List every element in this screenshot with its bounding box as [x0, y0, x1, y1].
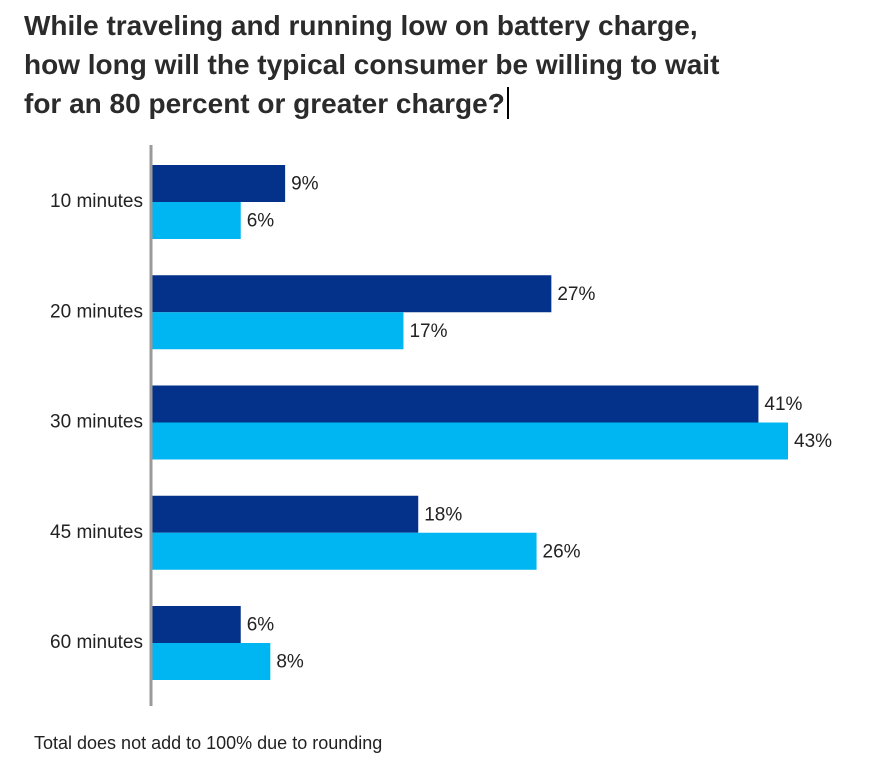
bar: [152, 495, 419, 533]
data-label: 26%: [543, 541, 581, 562]
data-label: 41%: [764, 394, 802, 415]
chart-title: While traveling and running low on batte…: [24, 6, 874, 123]
data-label: 43%: [794, 431, 832, 452]
bar: [152, 422, 788, 460]
bar-group: [152, 165, 788, 680]
bar: [152, 606, 241, 643]
category-label: 45 minutes: [50, 522, 143, 543]
chart-title-line-2: how long will the typical consumer be wi…: [24, 49, 720, 80]
bar: [152, 312, 404, 350]
footnote: Total does not add to 100% due to roundi…: [34, 733, 383, 753]
label-group: 10 minutes 9% 6% 20 minutes 27% 17% 30 minutes…: [50, 174, 832, 673]
data-label: 17%: [409, 321, 447, 342]
bar: [152, 385, 759, 423]
chart-title-line-3: for an 80 percent or greater charge?: [24, 84, 874, 123]
category-label: 10 minutes: [50, 191, 143, 212]
text-cursor: [506, 87, 509, 119]
bar: [152, 643, 271, 680]
data-label: 27%: [557, 284, 595, 305]
bar: [152, 202, 241, 239]
data-label: 9%: [291, 174, 319, 195]
category-label: 60 minutes: [50, 632, 143, 653]
chart-title-line-1: While traveling and running low on batte…: [24, 10, 698, 41]
bar: [152, 165, 286, 202]
category-label: 30 minutes: [50, 412, 143, 433]
data-label: 6%: [247, 615, 275, 636]
data-label: 6%: [247, 211, 275, 232]
data-label: 18%: [424, 504, 462, 525]
category-label: 20 minutes: [50, 301, 143, 322]
chart-title-line-3-text: for an 80 percent or greater charge?: [24, 88, 505, 119]
bar: [152, 275, 552, 313]
data-label: 8%: [276, 652, 304, 673]
bar: [152, 532, 537, 570]
